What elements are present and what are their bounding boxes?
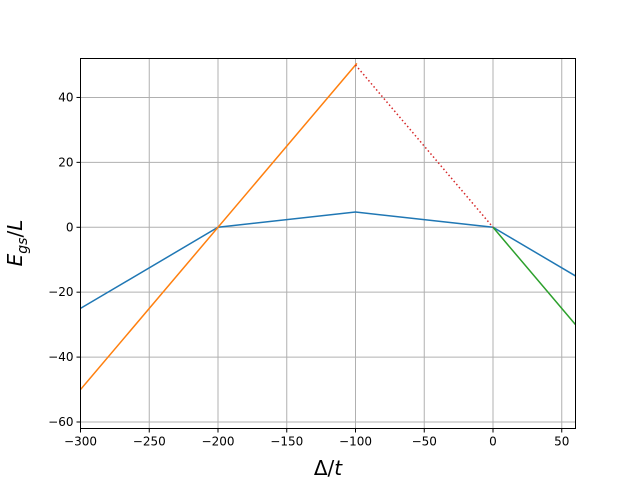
- x-axis-label: Δ/t: [314, 456, 343, 480]
- x-tick-label: 50: [554, 435, 569, 449]
- y-tick-label: −60: [48, 415, 73, 429]
- y-tick-label: 40: [58, 90, 73, 104]
- x-tick-label: −50: [412, 435, 437, 449]
- series-line-2: [79, 62, 358, 391]
- y-tick-label: 0: [66, 220, 74, 234]
- x-tick-label: 0: [489, 435, 497, 449]
- y-tick-label: 20: [58, 155, 73, 169]
- x-tick-label: −300: [64, 435, 97, 449]
- x-tick-label: −250: [133, 435, 166, 449]
- grid: [80, 58, 576, 429]
- y-tick-label: −40: [48, 350, 73, 364]
- x-tick-label: −200: [202, 435, 235, 449]
- series-group: [79, 62, 577, 391]
- y-axis-label: Egs/L: [3, 220, 31, 267]
- x-tick-label: −150: [270, 435, 303, 449]
- series-line-4: [354, 64, 494, 228]
- series-line-3: [492, 226, 577, 326]
- x-ticks: −300 −250 −200 −150 −100 −50 0 50: [64, 428, 569, 449]
- x-tick-label: −100: [339, 435, 372, 449]
- plot-frame: [80, 58, 576, 429]
- series-line-1: [80, 211, 576, 310]
- y-ticks: −60 −40 −20 0 20 40: [48, 90, 81, 429]
- y-tick-label: −20: [48, 285, 73, 299]
